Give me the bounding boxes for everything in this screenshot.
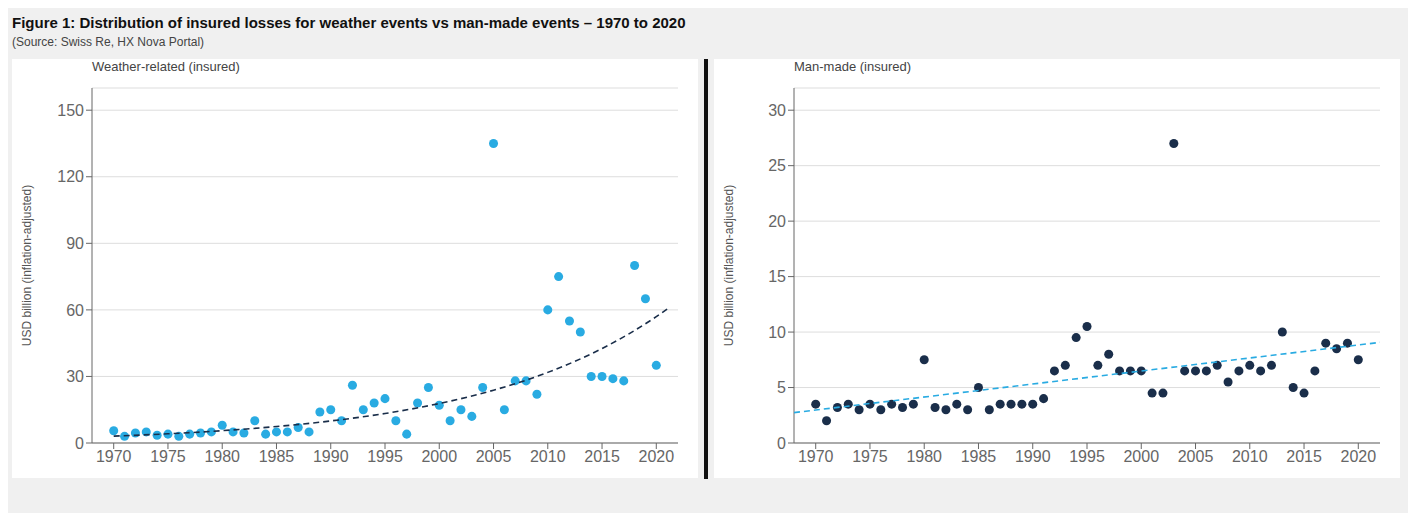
- svg-text:2020: 2020: [1340, 448, 1376, 465]
- svg-text:2010: 2010: [530, 448, 566, 465]
- svg-text:1985: 1985: [259, 448, 295, 465]
- svg-text:1990: 1990: [1015, 448, 1051, 465]
- svg-text:5: 5: [777, 379, 786, 396]
- svg-text:1980: 1980: [906, 448, 942, 465]
- html-text:Man-made (insured): Man-made (insured): [794, 59, 911, 74]
- svg-text:2010: 2010: [1232, 448, 1268, 465]
- svg-text:10: 10: [768, 324, 786, 341]
- svg-text:120: 120: [57, 168, 84, 185]
- svg-text:1985: 1985: [961, 448, 997, 465]
- svg-text:1980: 1980: [204, 448, 240, 465]
- svg-text:USD billion (inflation-adjuste: USD billion (inflation-adjusted): [722, 185, 736, 346]
- svg-text:30: 30: [768, 102, 786, 119]
- svg-text:2005: 2005: [476, 448, 512, 465]
- svg-text:2000: 2000: [1123, 448, 1159, 465]
- svg-text:1970: 1970: [96, 448, 132, 465]
- svg-text:0: 0: [777, 435, 786, 452]
- svg-text:2015: 2015: [1286, 448, 1322, 465]
- svg-text:1970: 1970: [798, 448, 834, 465]
- html-text:Weather-related (insured): Weather-related (insured): [92, 59, 240, 74]
- svg-text:1975: 1975: [150, 448, 186, 465]
- svg-text:20: 20: [768, 213, 786, 230]
- html-text:Figure 1: Distribution of insu: Figure 1: Distribution of insured losses…: [12, 14, 686, 31]
- svg-text:1975: 1975: [852, 448, 888, 465]
- svg-text:2005: 2005: [1178, 448, 1214, 465]
- svg-text:2020: 2020: [638, 448, 674, 465]
- svg-text:1990: 1990: [313, 448, 349, 465]
- svg-text:2015: 2015: [584, 448, 620, 465]
- svg-text:150: 150: [57, 102, 84, 119]
- svg-text:30: 30: [66, 368, 84, 385]
- svg-text:90: 90: [66, 235, 84, 252]
- svg-text:60: 60: [66, 302, 84, 319]
- svg-text:1995: 1995: [1069, 448, 1105, 465]
- svg-text:1995: 1995: [367, 448, 403, 465]
- svg-text:0: 0: [75, 435, 84, 452]
- html-text:(Source: Swiss Re, HX Nova Por: (Source: Swiss Re, HX Nova Portal): [12, 35, 205, 49]
- svg-text:15: 15: [768, 268, 786, 285]
- svg-text:USD billion (inflation-adjuste: USD billion (inflation-adjusted): [20, 185, 34, 346]
- svg-text:2000: 2000: [421, 448, 457, 465]
- svg-text:25: 25: [768, 157, 786, 174]
